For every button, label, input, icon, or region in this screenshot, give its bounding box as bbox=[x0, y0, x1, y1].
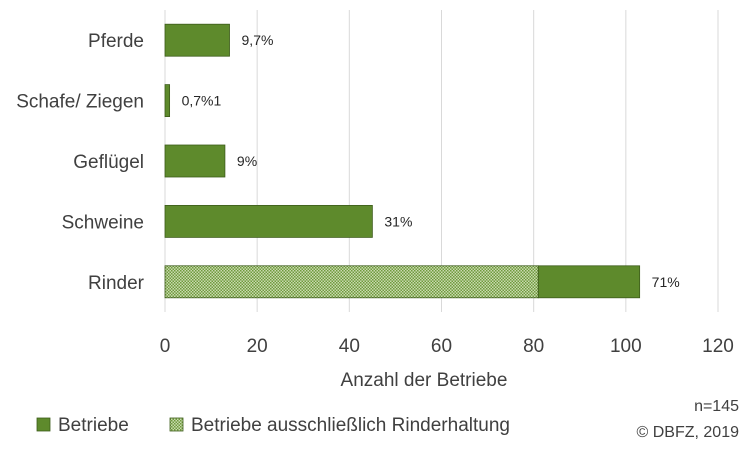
copyright-note: © DBFZ, 2019 bbox=[637, 424, 740, 441]
legend: Betriebe Betriebe ausschließlich Rinderh… bbox=[36, 415, 510, 436]
legend-swatch-betriebe bbox=[36, 417, 51, 432]
x-tick-label: 40 bbox=[339, 336, 360, 357]
gridlines bbox=[164, 10, 719, 312]
category-label: Pferde bbox=[88, 31, 144, 52]
data-label: 9,7% bbox=[242, 32, 274, 48]
bar-schweine-betriebe bbox=[164, 204, 373, 238]
bar-rinder-betriebe bbox=[537, 265, 641, 299]
bars bbox=[164, 23, 641, 299]
data-label: 9% bbox=[237, 153, 257, 169]
legend-swatch-rinderhaltung bbox=[169, 417, 184, 432]
x-tick-label: 60 bbox=[431, 336, 452, 357]
category-label: Geflügel bbox=[73, 152, 144, 173]
category-label: Schweine bbox=[62, 212, 144, 233]
data-label: 71% bbox=[652, 274, 680, 290]
labels: 0 20 40 60 80 100 120 Pferde 9,7% Schafe/ Ziegen 0… bbox=[16, 31, 734, 357]
category-label: Schafe/ Ziegen bbox=[16, 92, 144, 113]
data-label: 31% bbox=[384, 213, 412, 229]
bar-schafe-ziegen-betriebe bbox=[164, 84, 171, 117]
x-tick-label: 20 bbox=[247, 336, 268, 357]
data-label: 0,7%1 bbox=[182, 93, 222, 109]
sample-size-note: n=145 bbox=[694, 398, 739, 415]
x-tick-label: 120 bbox=[702, 336, 734, 357]
bar-rinder-rinderhaltung bbox=[164, 265, 539, 299]
category-label: Rinder bbox=[88, 273, 145, 294]
x-tick-label: 100 bbox=[610, 336, 642, 357]
bar-pferde-betriebe bbox=[164, 23, 230, 57]
x-tick-label: 80 bbox=[523, 336, 544, 357]
bar-gefl-gel-betriebe bbox=[164, 144, 226, 178]
legend-label-betriebe: Betriebe bbox=[58, 415, 129, 436]
x-tick-label: 0 bbox=[160, 336, 171, 357]
x-axis-title: Anzahl der Betriebe bbox=[341, 370, 508, 391]
legend-label-rinderhaltung: Betriebe ausschließlich Rinderhaltung bbox=[191, 415, 510, 436]
